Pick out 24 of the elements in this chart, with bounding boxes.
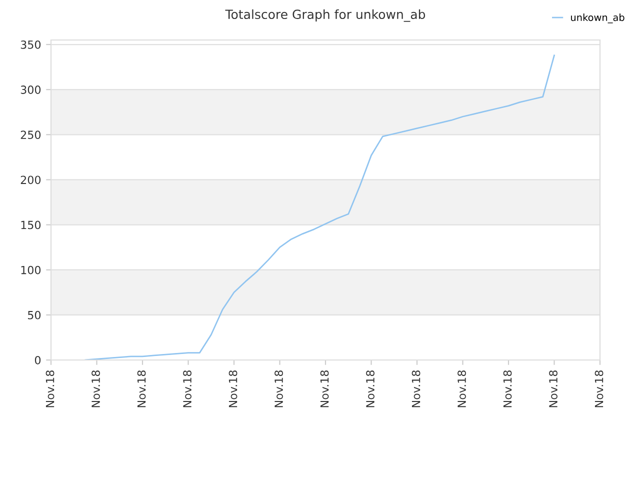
y-tick-label: 100 <box>21 266 41 274</box>
line-series <box>84 54 555 360</box>
y-tick-label: 0 <box>34 356 41 364</box>
y-tick-label: 200 <box>20 176 41 184</box>
y-tick-label: 350 <box>20 40 41 49</box>
y-tick-label: 50 <box>28 310 41 320</box>
x-tick-label: Nov.18 <box>137 370 146 408</box>
x-tick-label: Nov.18 <box>412 370 420 408</box>
y-tick-label: 250 <box>20 130 41 140</box>
legend-label: unkown_ab <box>571 14 624 24</box>
x-tick-label: Nov.18 <box>274 370 283 408</box>
x-tick-label: Nov.18 <box>503 370 512 408</box>
x-tick-label: Nov.18 <box>183 370 192 408</box>
x-tick-label: Nov.18 <box>92 370 100 408</box>
x-tick-label: Nov.18 <box>458 370 466 408</box>
chart-title: Totalscore Graph for unkown_ab <box>225 9 426 22</box>
x-tick-label: Nov.18 <box>366 370 374 408</box>
x-tick-label: Nov.18 <box>549 370 558 408</box>
x-tick-label: Nov.18 <box>320 370 329 408</box>
y-tick-label: 150 <box>21 220 41 230</box>
y-tick-label: 300 <box>20 86 41 94</box>
x-tick-label: Nov.18 <box>228 370 238 408</box>
x-tick-label: Nov.18 <box>594 370 604 408</box>
x-tick-label: Nov.18 <box>46 370 54 408</box>
